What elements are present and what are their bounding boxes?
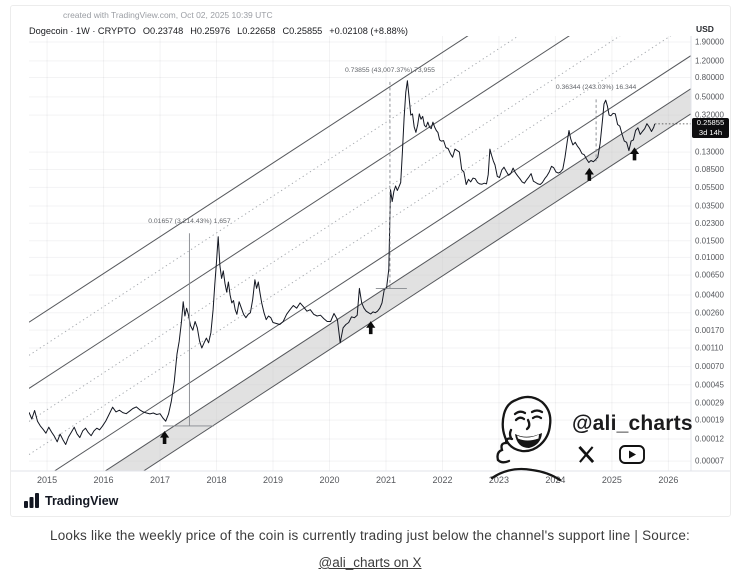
watermark-text-block: @ali_charts (572, 412, 693, 464)
support-touch-arrow (159, 430, 170, 444)
teeth-shape (517, 434, 539, 441)
time-axis: 2015 2016 2017 2018 2019 2020 2021 2022 2023 2024… (37, 475, 678, 485)
year-tick-label: 2020 (319, 475, 339, 485)
ohlc-open: O0.23748 (142, 26, 184, 36)
attribution-text: created with TradingView.com, Oct 02, 20… (63, 10, 273, 20)
price-tick-label: 0.01000 (695, 253, 724, 262)
caption-link-row: @ali_charts on X (0, 554, 740, 572)
source-link[interactable]: @ali_charts on X (318, 555, 422, 570)
tradingview-logo-icon (24, 493, 39, 508)
price-tick-label: 0.00012 (695, 435, 724, 444)
grid (29, 36, 691, 471)
axis-currency-label: USD (696, 24, 714, 34)
channel-line (29, 36, 672, 455)
support-touch-arrow (584, 167, 594, 181)
price-tick-label: 0.50000 (695, 92, 724, 101)
price-axis: USD1.900001.200000.800000.500000.320000.… (695, 24, 724, 466)
x-logo-icon (578, 446, 595, 463)
price-chart[interactable]: 0.01657 (3,214.43%) 1,657 0.73855 (43,007… (11, 6, 730, 516)
measure-annotations: 0.01657 (3,214.43%) 1,657 0.73855 (43,007… (148, 67, 637, 427)
tradingview-logo-text: TradingView (45, 493, 119, 508)
last-price: 0.25855 (696, 117, 725, 127)
measure-label: 0.73855 (43,007.37%) 73,955 (345, 67, 435, 74)
year-tick-label: 2016 (94, 475, 114, 485)
symbol-title: Dogecoin · 1W · CRYPTO (29, 26, 136, 36)
symbol-info: Dogecoin · 1W · CRYPTO O0.23748 H0.25976… (29, 26, 408, 36)
price-tick-label: 1.90000 (695, 38, 724, 47)
channel-line (29, 36, 469, 323)
channel (29, 36, 691, 471)
price-tick-label: 0.03500 (695, 202, 724, 211)
ohlc-high: H0.25976 (190, 26, 231, 36)
tradingview-snapshot: created with TradingView.com, Oct 02, 20… (10, 5, 731, 517)
bar-countdown: 3d 14h (698, 127, 723, 137)
price-tick-label: 0.05500 (695, 183, 724, 192)
youtube-icon (619, 445, 645, 464)
year-tick-label: 2021 (376, 475, 396, 485)
price-tick-label: 0.00070 (695, 362, 724, 371)
measure-label: 0.36344 (243.03%) 16.344 (556, 84, 637, 91)
price-tick-label: 0.32000 (695, 111, 724, 120)
price-tick-label: 0.00029 (695, 398, 724, 407)
measure-label: 0.01657 (3,214.43%) 1,657 (148, 218, 231, 225)
price-tick-label: 0.00007 (695, 457, 724, 466)
channel-line (104, 88, 691, 471)
channel-line (29, 36, 621, 422)
ohlc-low: L0.22658 (237, 26, 276, 36)
year-tick-label: 2019 (263, 475, 283, 485)
year-tick-label: 2015 (37, 475, 57, 485)
price-tick-label: 0.13000 (695, 148, 724, 157)
year-tick-label: 2024 (545, 475, 565, 485)
channel-line (29, 36, 570, 389)
channel-band-lower-edge (142, 113, 691, 471)
price-change: +0.02108 (+8.88%) (329, 26, 408, 36)
year-tick-label: 2022 (432, 475, 452, 485)
price-tick-label: 0.00260 (695, 308, 724, 317)
price-tick-label: 0.02300 (695, 219, 724, 228)
year-tick-label: 2023 (489, 475, 509, 485)
price-tick-label: 0.00400 (695, 291, 724, 300)
tradingview-logo[interactable]: TradingView (23, 492, 118, 509)
price-tick-label: 0.00019 (695, 416, 724, 425)
price-tick-label: 0.00650 (695, 271, 724, 280)
price-tick-label: 0.01500 (695, 236, 724, 245)
price-tick-label: 1.20000 (695, 56, 724, 65)
channel-line (29, 36, 520, 356)
watermark: @ali_charts (488, 390, 693, 482)
ali-face-sketch (490, 395, 562, 482)
watermark-icons (578, 445, 693, 464)
price-tick-label: 0.08500 (695, 165, 724, 174)
price-tick-label: 0.00045 (695, 380, 724, 389)
price-tick-label: 0.00170 (695, 326, 724, 335)
year-tick-label: 2026 (658, 475, 678, 485)
caption-text: Looks like the weekly price of the coin … (49, 528, 690, 543)
watermark-handle: @ali_charts (572, 412, 693, 435)
year-tick-label: 2025 (602, 475, 622, 485)
support-touch-arrow (366, 321, 376, 335)
channel-line (53, 55, 691, 471)
year-tick-label: 2017 (150, 475, 170, 485)
price-tick-label: 0.80000 (695, 73, 724, 82)
price-tick-label: 0.00110 (695, 344, 724, 353)
ohlc-close: C0.25855 (282, 26, 323, 36)
price-series-path (29, 80, 656, 445)
year-tick-label: 2018 (207, 475, 227, 485)
last-price-badge: 0.25855 3d 14h (692, 117, 729, 138)
support-touch-arrow (629, 147, 640, 161)
